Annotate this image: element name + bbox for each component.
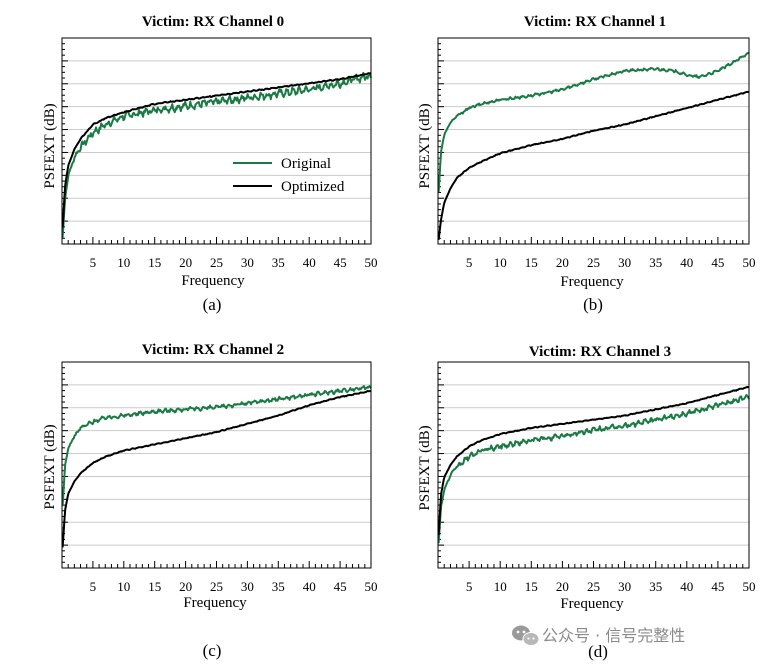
x-tick-label: 5	[90, 255, 97, 270]
series-line-optimized	[61, 72, 372, 228]
watermark: 公众号 · 信号完整性	[512, 625, 685, 646]
x-tick-label: 15	[525, 579, 538, 594]
x-tick-label: 30	[618, 255, 631, 270]
legend: Original Optimized	[233, 156, 345, 195]
x-tick-label: 20	[179, 579, 192, 594]
wechat-icon	[512, 625, 540, 646]
x-tick-label: 35	[649, 255, 662, 270]
x-axis-label: Frequency	[560, 274, 624, 290]
x-tick-label: 5	[466, 255, 473, 270]
x-tick-label: 30	[618, 579, 631, 594]
x-tick-label: 40	[680, 579, 693, 594]
subfigure-caption: (d)	[588, 642, 608, 661]
x-tick-label: 15	[525, 255, 538, 270]
x-tick-label: 40	[303, 255, 316, 270]
series-layer	[437, 386, 750, 544]
x-axis-label: Frequency	[183, 595, 247, 611]
chart-title: Victim: RX Channel 3	[529, 344, 671, 360]
tick-labels: 5 10 15 20 25 30 35 40 45 50	[466, 255, 756, 270]
x-tick-label: 25	[587, 255, 600, 270]
x-tick-label: 25	[210, 255, 223, 270]
tick-labels: 5 10 15 20 25 30 35 40 45 50	[90, 579, 378, 594]
tick-labels: 5 10 15 20 25 30 35 40 45 50	[466, 579, 756, 594]
subfigure-caption: (c)	[203, 641, 222, 660]
x-tick-label: 20	[556, 579, 569, 594]
series-line-original	[437, 394, 750, 544]
x-tick-label: 10	[494, 255, 507, 270]
y-axis-label: PSFEXT (dB)	[417, 103, 433, 188]
x-axis-label: Frequency	[560, 596, 624, 612]
plot-frame	[61, 37, 372, 245]
series-line-original	[61, 71, 372, 238]
x-tick-label: 30	[241, 255, 254, 270]
chart-title: Victim: RX Channel 2	[142, 342, 284, 358]
grid	[62, 384, 371, 546]
series-line-original	[437, 51, 750, 193]
x-tick-label: 45	[334, 255, 347, 270]
y-axis-label: PSFEXT (dB)	[42, 424, 58, 509]
x-tick-label: 5	[90, 579, 97, 594]
x-tick-label: 45	[711, 579, 724, 594]
x-tick-label: 35	[649, 579, 662, 594]
y-axis-label: PSFEXT (dB)	[42, 103, 58, 188]
series-layer	[437, 51, 750, 241]
x-tick-label: 5	[466, 579, 473, 594]
series-layer	[61, 71, 372, 238]
plot-frame	[437, 361, 750, 569]
grid	[438, 60, 749, 222]
tick-marks	[438, 43, 750, 244]
series-line-optimized	[437, 386, 750, 536]
legend-label-original: Original	[281, 156, 331, 172]
x-tick-label: 10	[117, 579, 130, 594]
x-tick-label: 50	[365, 255, 378, 270]
x-tick-label: 40	[680, 255, 693, 270]
x-tick-label: 45	[711, 255, 724, 270]
series-line-optimized	[437, 90, 750, 241]
x-tick-label: 40	[303, 579, 316, 594]
plot-frame	[61, 361, 372, 569]
panel-d: Victim: RX Channel 3 5 10 15 20 25 30 35 40 45 50…	[417, 344, 756, 661]
chart-title: Victim: RX Channel 1	[524, 14, 666, 30]
panel-c: Victim: RX Channel 2 5 10 15 20 25 30 35 40 45 50…	[42, 342, 378, 660]
x-tick-label: 50	[365, 579, 378, 594]
tick-labels: 5 10 15 20 25 30 35 40 45 50	[90, 255, 378, 270]
y-axis-label: PSFEXT (dB)	[417, 425, 433, 510]
tick-marks	[62, 367, 372, 568]
chart-title: Victim: RX Channel 0	[142, 14, 284, 30]
series-line-original	[61, 385, 372, 507]
series-layer	[61, 385, 372, 548]
x-tick-label: 30	[241, 579, 254, 594]
x-tick-label: 35	[272, 255, 285, 270]
x-tick-label: 50	[743, 255, 756, 270]
tick-marks	[438, 367, 750, 568]
x-tick-label: 15	[148, 579, 161, 594]
x-tick-label: 50	[743, 579, 756, 594]
x-tick-label: 25	[587, 579, 600, 594]
x-tick-label: 35	[272, 579, 285, 594]
panel-b: Victim: RX Channel 1 5 10 15 20 25 30 35 40 45 50…	[417, 14, 756, 314]
x-tick-label: 20	[179, 255, 192, 270]
subfigure-caption: (a)	[203, 295, 222, 314]
watermark-text: 公众号 · 信号完整性	[542, 626, 685, 645]
legend-label-optimized: Optimized	[281, 179, 345, 195]
grid	[438, 384, 749, 546]
x-tick-label: 45	[334, 579, 347, 594]
x-tick-label: 15	[148, 255, 161, 270]
tick-marks	[62, 43, 372, 244]
panel-a: Victim: RX Channel 0 5 10 15 20 25 30 35 40 45 50…	[42, 14, 378, 314]
plot-frame	[437, 37, 750, 245]
grid	[62, 60, 371, 222]
x-tick-label: 20	[556, 255, 569, 270]
x-tick-label: 10	[117, 255, 130, 270]
x-tick-label: 10	[494, 579, 507, 594]
x-axis-label: Frequency	[181, 273, 245, 289]
subfigure-caption: (b)	[583, 295, 603, 314]
x-tick-label: 25	[210, 579, 223, 594]
series-line-optimized	[61, 390, 372, 548]
